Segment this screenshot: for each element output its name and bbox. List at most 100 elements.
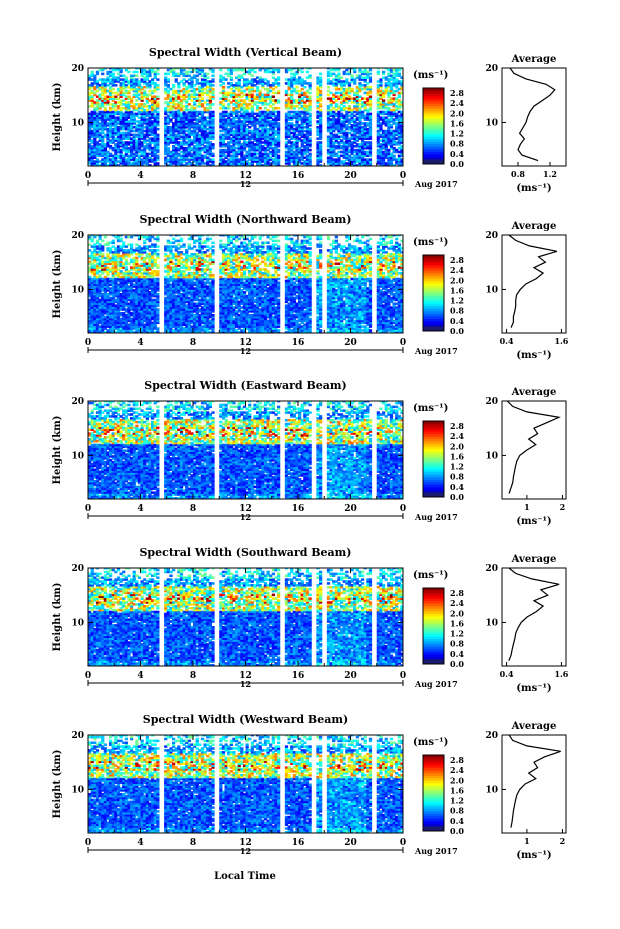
x-tick-label: 20 [344, 171, 357, 181]
date-label: Aug 2017 [414, 846, 458, 856]
y-tick-label: 10 [71, 118, 84, 128]
colorbar-tick-label: 1.6 [450, 785, 464, 795]
colorbar-tick-label: 0.0 [450, 826, 464, 836]
colorbar-tick-label: 2.8 [450, 588, 464, 598]
colorbar-tick-label: 1.6 [450, 451, 464, 461]
profile-y-tick: 10 [485, 451, 498, 461]
profile-x-tick: 1 [524, 836, 530, 846]
profile-title: Average [511, 54, 557, 65]
x-tick-label: 0 [400, 838, 406, 848]
heatmap [88, 401, 403, 499]
average-profile: Average 1 2 10 20 (ms⁻¹) [485, 387, 567, 527]
x-tick-label: 12 [239, 671, 252, 681]
panel-title: Spectral Width (Eastward Beam) [144, 379, 346, 392]
profile-x-tick: 0.4 [500, 669, 514, 679]
colorbar-tick-label: 1.2 [450, 129, 464, 139]
colorbar-tick-label: 2.8 [450, 421, 464, 431]
colorbar-tick-label: 1.2 [450, 796, 464, 806]
colorbar-tick-label: 2.0 [450, 775, 464, 785]
profile-line [506, 400, 561, 494]
panel-2: Spectral Width (Northward Beam) 0 4 8 12 16 20… [52, 213, 569, 361]
x-tick-label: 16 [292, 671, 305, 681]
profile-x-tick: 2 [560, 502, 566, 512]
profile-x-tick: 0.8 [511, 169, 525, 179]
heatmap [88, 568, 403, 666]
x-tick-label: 0 [85, 171, 91, 181]
profile-y-tick: 20 [485, 731, 498, 741]
profile-title: Average [511, 221, 557, 232]
x-tick-label: 20 [344, 838, 357, 848]
colorbar-tick-label: 2.0 [450, 608, 464, 618]
x-tick-label: 0 [85, 838, 91, 848]
x-tick-label: 16 [292, 171, 305, 181]
colorbar-tick-label: 2.0 [450, 441, 464, 451]
colorbar-tick-label: 2.8 [450, 88, 464, 98]
colorbar-tick-label: 1.2 [450, 296, 464, 306]
average-profile: Average 0.8 1.2 10 20 (ms⁻¹) [485, 54, 567, 194]
profile-y-tick: 10 [485, 118, 498, 128]
x-tick-label: 0 [400, 338, 406, 348]
x-tick-label: 4 [137, 671, 143, 681]
x-tick-label: 20 [344, 338, 357, 348]
panel-4: Spectral Width (Southward Beam) 0 4 8 12 16 20… [52, 546, 569, 694]
panel-1: Spectral Width (Vertical Beam) 0 4 8 12 16 20 0… [52, 46, 567, 194]
average-profile: Average 1 2 10 20 (ms⁻¹) [485, 721, 567, 861]
date-label: Aug 2017 [414, 679, 458, 689]
panel-title: Spectral Width (Northward Beam) [140, 213, 352, 226]
colorbar-tick-label: 0.8 [450, 806, 464, 816]
date-label: Aug 2017 [414, 512, 458, 522]
colorbar-tick-label: 0.0 [450, 159, 464, 169]
colorbar-tick-label: 1.6 [450, 118, 464, 128]
colorbar-tick-label: 0.4 [450, 816, 464, 826]
colorbar-tick-label: 2.4 [450, 598, 464, 608]
profile-x-label: (ms⁻¹) [516, 183, 551, 194]
colorbar: (ms⁻¹) 0.00.40.81.21.62.02.42.8 [413, 237, 464, 336]
x-tick-label: 8 [190, 504, 196, 514]
colorbar: (ms⁻¹) 0.00.40.81.21.62.02.42.8 [413, 737, 464, 836]
x-tick-label: 0 [400, 504, 406, 514]
x-tick-label: 8 [190, 171, 196, 181]
x-tick-label: 8 [190, 838, 196, 848]
y-tick-label: 20 [71, 64, 84, 74]
x-tick-label: 20 [344, 671, 357, 681]
x-tick-label: 8 [190, 671, 196, 681]
colorbar-tick-label: 0.8 [450, 306, 464, 316]
profile-line [508, 234, 558, 328]
colorbar-tick-label: 1.2 [450, 462, 464, 472]
x-tick-label: 12 [239, 338, 252, 348]
x-tick-label: 20 [344, 504, 357, 514]
x-tick-label: 0 [85, 504, 91, 514]
colorbar-tick-label: 2.4 [450, 431, 464, 441]
profile-frame [501, 234, 567, 334]
profile-x-tick: 1.6 [554, 669, 568, 679]
y-tick-label: 20 [71, 397, 84, 407]
y-tick-label: 20 [71, 564, 84, 574]
profile-y-tick: 20 [485, 64, 498, 74]
colorbar-tick-label: 0.0 [450, 659, 464, 669]
y-axis-label: Height (km) [52, 416, 63, 485]
colorbar-unit: (ms⁻¹) [413, 403, 448, 414]
day-label: 12 [240, 346, 251, 356]
colorbar: (ms⁻¹) 0.00.40.81.21.62.02.42.8 [413, 570, 464, 669]
colorbar-tick-label: 2.4 [450, 765, 464, 775]
colorbar-tick-label: 1.2 [450, 629, 464, 639]
x-tick-label: 16 [292, 504, 305, 514]
profile-x-label: (ms⁻¹) [516, 683, 551, 694]
y-tick-label: 10 [71, 785, 84, 795]
x-tick-label: 0 [400, 171, 406, 181]
y-axis-label: Height (km) [52, 583, 63, 652]
colorbar-tick-label: 0.8 [450, 472, 464, 482]
y-tick-label: 20 [71, 231, 84, 241]
x-tick-label: 4 [137, 338, 143, 348]
x-tick-label: 4 [137, 838, 143, 848]
profile-title: Average [511, 387, 557, 398]
colorbar-tick-label: 2.8 [450, 255, 464, 265]
x-tick-label: 16 [292, 838, 305, 848]
panel-title: Spectral Width (Southward Beam) [139, 546, 351, 559]
y-axis-label: Height (km) [52, 250, 63, 319]
profile-y-tick: 10 [485, 285, 498, 295]
y-axis-label: Height (km) [52, 83, 63, 152]
panel-5: Spectral Width (Westward Beam)0 4 8 12 16 20 0… [52, 713, 567, 861]
x-tick-label: 8 [190, 338, 196, 348]
colorbar-tick-label: 0.4 [450, 649, 464, 659]
